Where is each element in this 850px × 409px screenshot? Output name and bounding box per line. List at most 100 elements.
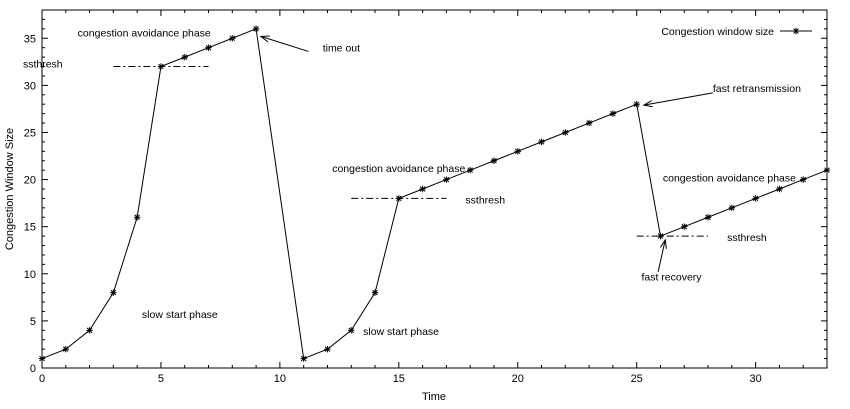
annotation-label: time out [323, 42, 360, 54]
x-tick-label: 15 [393, 373, 405, 385]
arrow-shaft [643, 92, 713, 106]
data-point [371, 289, 379, 296]
legend-label: Congestion window size [661, 26, 774, 38]
data-point [728, 204, 736, 212]
arrow-head [642, 100, 653, 108]
congestion-window-series [38, 25, 831, 362]
marker-stroke [39, 355, 45, 362]
data-point [348, 327, 355, 334]
x-tick-label: 20 [512, 373, 524, 385]
ssthresh-label: ssthresh [727, 232, 767, 244]
marker-stroke [300, 355, 307, 362]
y-axis-ticks: 0 5 10 15 20 25 30 35 [24, 18, 827, 375]
y-tick-label: 20 [24, 175, 36, 187]
data-point [585, 119, 593, 127]
x-tick-label: 5 [158, 373, 164, 385]
marker-stroke [86, 327, 93, 334]
marker-stroke [491, 157, 497, 164]
marker-stroke [419, 186, 426, 192]
annotation-label: slow start phase [142, 309, 218, 321]
legend-marker [792, 27, 800, 35]
annotation-label: fast recovery [641, 271, 702, 283]
y-tick-label: 25 [24, 127, 36, 139]
ssthresh-label: ssthresh [465, 194, 505, 206]
data-point [466, 166, 474, 174]
legend: Congestion window size [661, 26, 812, 38]
marker-stroke [253, 26, 259, 32]
marker-stroke [348, 327, 354, 334]
annotation-label: fast retransmission [713, 83, 801, 95]
data-point [800, 176, 807, 183]
marker-stroke [324, 346, 331, 352]
marker-stroke [705, 214, 711, 221]
arrow-shaft [260, 35, 309, 52]
marker-stroke [443, 176, 450, 183]
data-point [157, 63, 165, 70]
data-point [300, 355, 307, 362]
annotation-arrows [259, 35, 713, 273]
annotation-label: congestion avoidance phase [78, 27, 211, 39]
data-point [205, 44, 212, 51]
x-tick-label: 0 [39, 373, 45, 385]
annotation-label: congestion avoidance phase [663, 172, 796, 184]
marker-stroke [538, 139, 545, 145]
y-axis-title: Congestion Window Size [4, 128, 16, 250]
marker-stroke [515, 148, 521, 155]
marker-stroke [681, 223, 688, 230]
marker-stroke [134, 214, 140, 221]
marker-stroke [205, 44, 212, 51]
x-axis-ticks: 0 5 10 15 20 25 30 [39, 10, 828, 385]
x-tick-label: 10 [274, 373, 286, 385]
data-point [86, 327, 93, 334]
arrow-shaft [657, 239, 666, 273]
marker-stroke [372, 289, 378, 296]
marker-stroke [610, 110, 616, 117]
marker-stroke [800, 176, 806, 183]
data-point [633, 101, 640, 108]
annotations: congestion avoidance phase ssthresh time o… [23, 27, 801, 338]
marker-stroke [181, 54, 188, 60]
data-point [62, 345, 69, 353]
data-point [752, 195, 759, 202]
marker-stroke [63, 346, 69, 352]
marker-stroke [396, 195, 402, 202]
marker-stroke [158, 63, 164, 70]
data-point [609, 110, 617, 117]
marker-stroke [633, 101, 640, 107]
y-tick-label: 15 [24, 222, 36, 234]
marker-stroke [467, 167, 473, 173]
y-tick-label: 30 [24, 80, 36, 92]
annotation-label: ssthresh [23, 58, 63, 70]
data-point [181, 53, 188, 61]
marker-stroke [110, 289, 117, 296]
marker-stroke [229, 35, 236, 42]
x-tick-label: 25 [631, 373, 643, 385]
arrow-head [259, 35, 270, 43]
marker-stroke [657, 233, 664, 239]
legend-marker-star [792, 27, 800, 35]
annotation-label: congestion avoidance phase [332, 163, 465, 175]
data-point [38, 355, 46, 362]
data-point [823, 166, 831, 174]
data-point [657, 232, 664, 240]
data-point [490, 157, 498, 164]
data-point [514, 148, 521, 155]
data-point [538, 138, 545, 146]
ssthresh-lines [113, 66, 709, 237]
data-point [681, 223, 688, 230]
data-point [443, 176, 450, 183]
x-axis-title: Time [422, 391, 446, 403]
x-tick-label: 30 [750, 373, 762, 385]
marker-stroke [752, 195, 759, 202]
marker-stroke [562, 129, 569, 136]
data-point [133, 214, 141, 221]
y-tick-label: 5 [30, 316, 36, 328]
marker-stroke [824, 167, 830, 173]
marker-stroke [776, 186, 783, 192]
data-point [419, 185, 426, 193]
marker-stroke [586, 120, 592, 126]
y-tick-label: 0 [30, 363, 36, 375]
data-point [395, 195, 403, 202]
marker-stroke [729, 205, 735, 211]
